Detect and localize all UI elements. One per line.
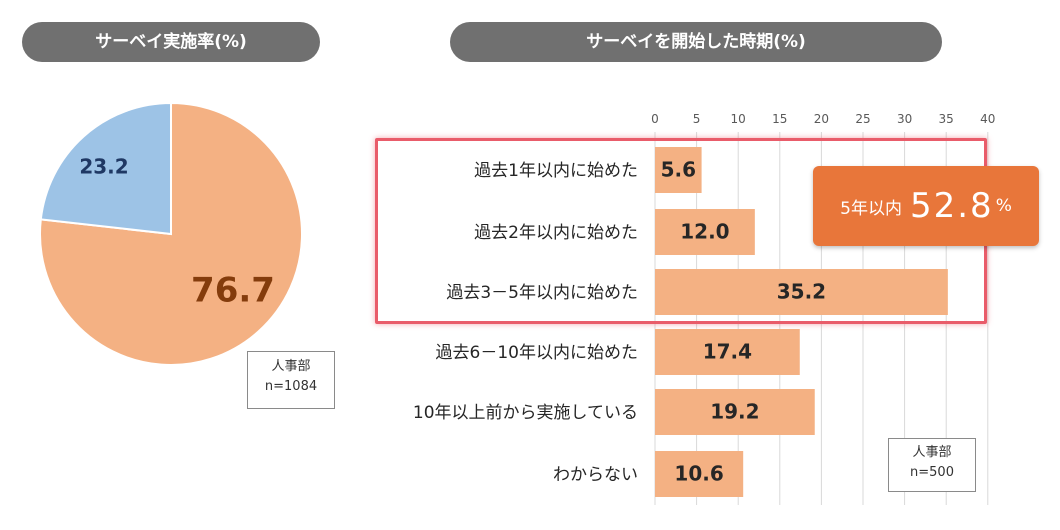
x-tick-label-40: 40 <box>980 112 995 126</box>
bar-3 <box>655 329 800 375</box>
x-tick-label-10: 10 <box>731 112 746 126</box>
category-label-4: 10年以上前から実施している <box>413 403 638 423</box>
x-tick-label-15: 15 <box>772 112 787 126</box>
bar-data-label-0: 5.6 <box>661 158 696 182</box>
category-label-1: 過去2年以内に始めた <box>474 223 638 243</box>
bar-sample-note: 人事部 n=500 <box>888 438 976 492</box>
bar-data-label-3: 17.4 <box>703 340 752 364</box>
bar-note-dept: 人事部 <box>912 445 952 460</box>
bar-5 <box>655 451 744 497</box>
bar-0 <box>655 147 702 193</box>
callout-unit: % <box>995 196 1012 216</box>
pie-note-n: n=1084 <box>264 379 318 394</box>
pie-sample-note: 人事部 n=1084 <box>247 351 335 409</box>
bar-data-label-1: 12.0 <box>680 220 729 244</box>
bar-4 <box>655 389 815 435</box>
bar-2 <box>655 269 948 315</box>
pie-slice-1 <box>39 101 172 236</box>
x-tick-label-0: 0 <box>651 112 659 126</box>
bar-note-n: n=500 <box>910 465 954 480</box>
bar-data-label-5: 10.6 <box>674 462 723 486</box>
five-year-callout: 5年以内 52.8 % <box>813 166 1039 246</box>
x-tick-label-25: 25 <box>855 112 870 126</box>
pie-data-label-1: 23.2 <box>79 155 128 179</box>
category-label-3: 過去6－10年以内に始めた <box>436 343 638 363</box>
callout-value: 52.8 <box>909 186 994 226</box>
callout-label: 5年以内 <box>840 198 902 219</box>
x-tick-label-30: 30 <box>897 112 912 126</box>
category-label-2: 過去3－5年以内に始めた <box>446 283 638 303</box>
pie-note-dept: 人事部 <box>271 359 311 374</box>
bar-data-label-4: 19.2 <box>710 400 759 424</box>
pie-data-label-0: 76.7 <box>191 271 275 311</box>
x-tick-label-20: 20 <box>814 112 829 126</box>
category-label-0: 過去1年以内に始めた <box>474 161 638 181</box>
bar-data-label-2: 35.2 <box>777 280 826 304</box>
bar-chart-title: サーベイを開始した時期(%) <box>450 22 942 62</box>
category-label-5: わからない <box>553 465 638 485</box>
pie-chart-title: サーベイ実施率(%) <box>22 22 320 62</box>
x-tick-label-35: 35 <box>939 112 954 126</box>
bar-1 <box>655 209 755 255</box>
x-tick-label-5: 5 <box>693 112 701 126</box>
